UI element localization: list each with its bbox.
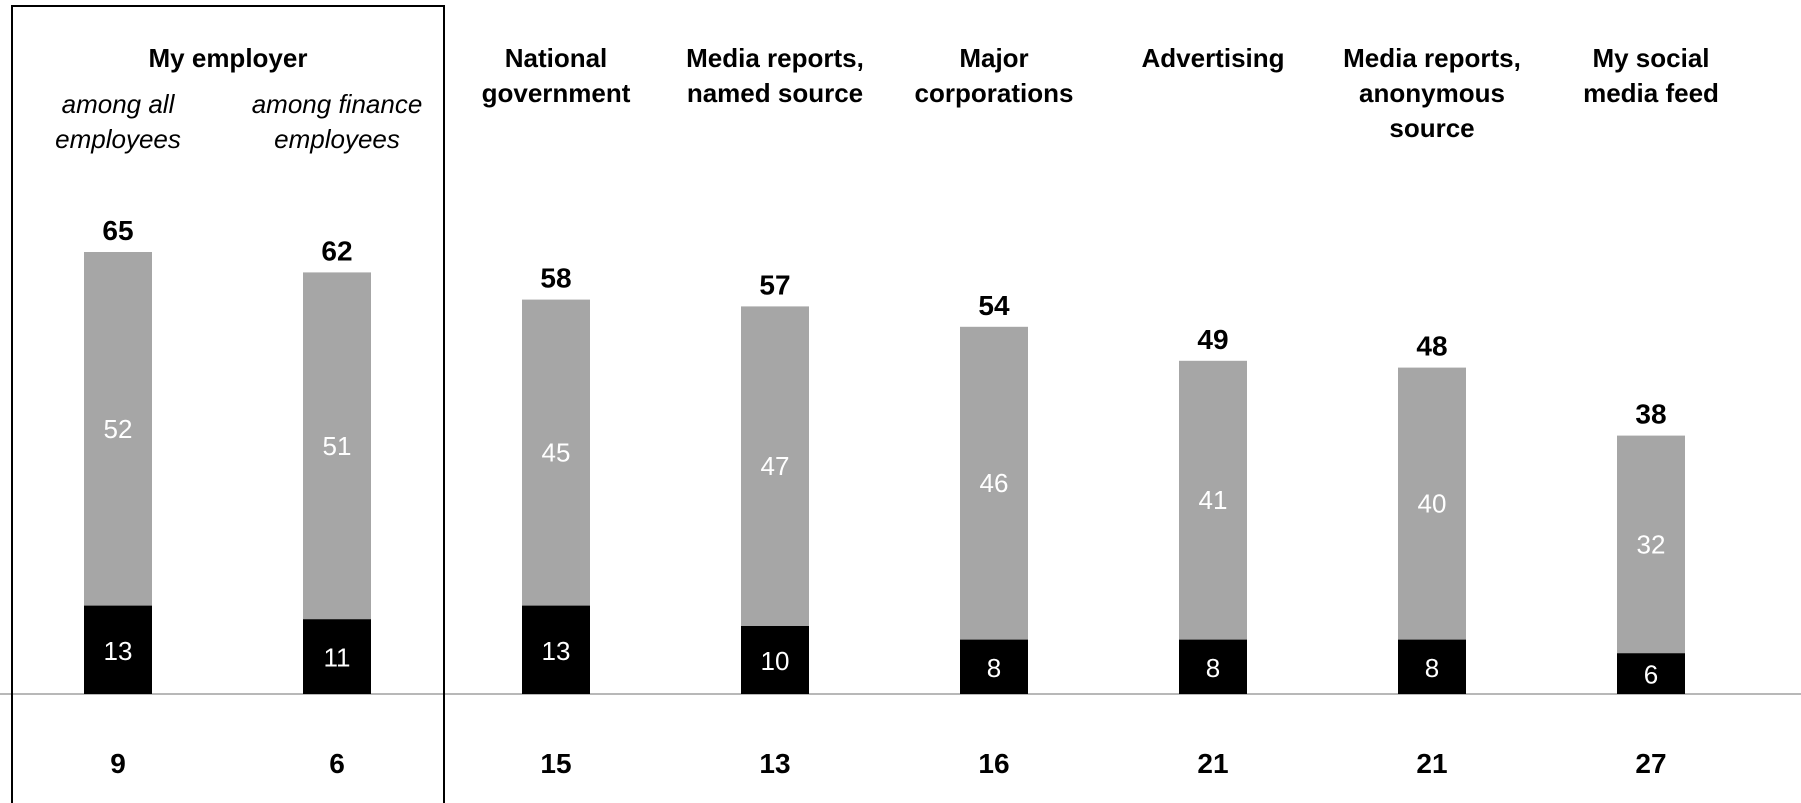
bar-total-label-2: 58 [540, 263, 571, 294]
top-segment-label-0: 52 [104, 414, 133, 444]
category-label-6: Media reports, anonymous source [1343, 43, 1521, 143]
bar-total-label-0: 65 [102, 215, 133, 246]
bar-base-segment-6 [1398, 639, 1466, 694]
chart-marks: among all employees 52 13 65 9 among finance em… [55, 43, 1719, 779]
base-segment-label-0: 13 [104, 636, 133, 666]
bar-top-segment-2 [522, 299, 590, 606]
bar-total-label-3: 57 [759, 269, 790, 300]
base-segment-label-5: 8 [1206, 653, 1220, 683]
my-employer-highlight-box [11, 5, 445, 803]
bar-base-segment-3 [741, 626, 809, 694]
category-label-line: My social [1592, 43, 1709, 73]
category-label-line: anonymous [1359, 78, 1505, 108]
bar-base-segment-4 [960, 639, 1028, 694]
category-label-line: among finance [252, 89, 423, 119]
bar-top-segment-0 [84, 252, 152, 606]
bottom-value-label-5: 21 [1197, 748, 1228, 779]
bottom-value-label-7: 27 [1635, 748, 1666, 779]
category-label-2: National government [482, 43, 631, 108]
category-label-line: among all [62, 89, 176, 119]
bar-total-label-1: 62 [321, 235, 352, 266]
base-segment-label-2: 13 [542, 636, 571, 666]
top-segment-label-1: 51 [323, 431, 352, 461]
bottom-value-label-6: 21 [1416, 748, 1447, 779]
bar-top-segment-7 [1617, 435, 1685, 654]
category-label-1: among finance employees [252, 89, 423, 154]
category-label-5: Advertising [1141, 43, 1284, 73]
category-label-line: named source [687, 78, 863, 108]
category-label-line: National [505, 43, 608, 73]
base-segment-label-1: 11 [324, 643, 351, 673]
top-segment-label-5: 41 [1199, 485, 1228, 515]
category-label-line: employees [55, 124, 181, 154]
category-label-line: employees [274, 124, 400, 154]
top-segment-label-4: 46 [980, 468, 1009, 498]
base-segment-label-7: 6 [1644, 660, 1658, 690]
bar-total-label-7: 38 [1635, 399, 1666, 430]
category-label-line: corporations [915, 78, 1074, 108]
bottom-value-label-1: 6 [329, 748, 345, 779]
category-label-line: Media reports, [686, 43, 864, 73]
top-segment-label-2: 45 [542, 438, 571, 468]
bar-base-segment-1 [303, 619, 371, 694]
base-segment-label-6: 8 [1425, 653, 1439, 683]
bottom-value-label-0: 9 [110, 748, 126, 779]
top-segment-label-3: 47 [761, 451, 790, 481]
category-label-line: Media reports, [1343, 43, 1521, 73]
bar-base-segment-5 [1179, 639, 1247, 694]
bar-top-segment-3 [741, 306, 809, 626]
group-header-my-employer: My employer [149, 43, 308, 73]
bar-base-segment-2 [522, 605, 590, 694]
bar-base-segment-0 [84, 605, 152, 694]
category-label-7: My social media feed [1583, 43, 1719, 108]
top-segment-label-7: 32 [1637, 529, 1666, 559]
category-label-line: Advertising [1141, 43, 1284, 73]
category-label-0: among all employees [55, 89, 181, 154]
bar-top-segment-6 [1398, 367, 1466, 640]
category-label-line: government [482, 78, 631, 108]
bottom-value-label-4: 16 [978, 748, 1009, 779]
category-label-line: Major [959, 43, 1028, 73]
category-label-line: source [1389, 113, 1474, 143]
category-label-4: Major corporations [915, 43, 1074, 108]
bottom-value-label-3: 13 [759, 748, 790, 779]
category-label-3: Media reports, named source [686, 43, 864, 108]
base-segment-label-3: 10 [761, 646, 790, 676]
category-label-line: media feed [1583, 78, 1719, 108]
top-segment-label-6: 40 [1418, 489, 1447, 519]
bar-base-segment-7 [1617, 653, 1685, 694]
bar-total-label-6: 48 [1416, 331, 1447, 362]
bar-top-segment-1 [303, 272, 371, 620]
bottom-value-label-2: 15 [540, 748, 571, 779]
bar-total-label-5: 49 [1197, 324, 1228, 355]
base-segment-label-4: 8 [987, 653, 1001, 683]
bar-top-segment-5 [1179, 360, 1247, 640]
bar-total-label-4: 54 [978, 290, 1010, 321]
bar-top-segment-4 [960, 326, 1028, 640]
